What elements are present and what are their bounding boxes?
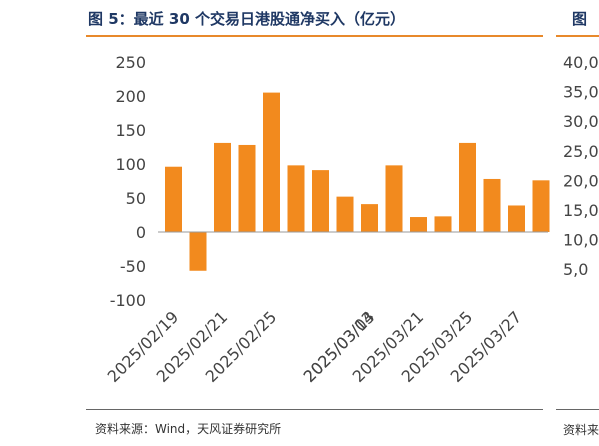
adjacent-y-tick-label: 15,0	[563, 201, 599, 220]
bar-2025/03/11	[508, 205, 525, 232]
bar-2025/03/12	[532, 180, 550, 232]
source-note: 资料来源：Wind，天风证券研究所	[95, 422, 282, 436]
adjacent-source-note-fragment: 资料来	[563, 423, 599, 437]
adjacent-title-divider	[556, 35, 599, 37]
bar-2025/02/21	[214, 142, 231, 232]
bar-2025/03/04	[385, 165, 403, 232]
y-tick-label: 0	[136, 223, 146, 242]
bars	[165, 92, 550, 271]
y-tick-label: -50	[120, 257, 146, 276]
adjacent-y-tick-label: 5,0	[563, 260, 588, 279]
source-divider	[86, 409, 543, 410]
y-tick-label: 100	[115, 155, 146, 174]
bar-2025/02/20	[189, 232, 207, 271]
bar-2025/02/24	[238, 144, 256, 232]
bar-2025/02/26	[287, 165, 305, 232]
y-axis: 250 200 150 100 50 0 -50 -100	[110, 53, 146, 310]
y-tick-label: 150	[115, 121, 146, 140]
adjacent-y-tick-label: 10,0	[563, 231, 599, 250]
y-tick-label: 50	[126, 189, 146, 208]
title-divider	[86, 35, 543, 37]
adjacent-y-tick-label: 25,0	[563, 142, 599, 161]
bar-2025/02/27	[312, 170, 329, 232]
adjacent-y-tick-label: 20,0	[563, 171, 599, 190]
bar-2025/02/28	[336, 196, 354, 232]
bar-2025/03/10	[483, 178, 501, 232]
adjacent-source-divider	[556, 409, 599, 410]
y-tick-label: 200	[115, 87, 146, 106]
adjacent-y-tick-label: 40,0	[563, 53, 599, 72]
bar-2025/02/19	[165, 166, 182, 232]
bar-2025/03/07	[459, 142, 476, 232]
adjacent-chart-y-axis: 40,0 35,0 30,0 25,0 20,0 15,0 10,0 5,0	[563, 53, 599, 279]
adjacent-chart-title-fragment: 图	[572, 10, 588, 28]
bar-2025/02/25	[263, 92, 280, 232]
adjacent-y-tick-label: 35,0	[563, 83, 599, 102]
adjacent-y-tick-label: 30,0	[563, 112, 599, 131]
y-tick-label: 250	[115, 53, 146, 72]
bar-2025/03/05	[410, 217, 427, 232]
chart-title: 图 5：最近 30 个交易日港股通净买入（亿元）	[88, 10, 405, 28]
bar-2025/03/03	[361, 204, 378, 232]
y-tick-label: -100	[110, 291, 146, 310]
bar-2025/03/06	[434, 216, 452, 232]
